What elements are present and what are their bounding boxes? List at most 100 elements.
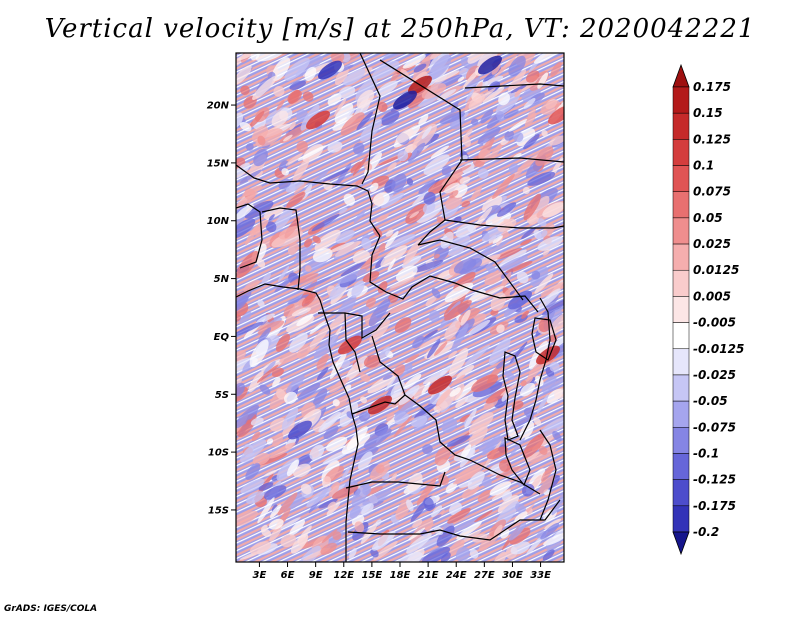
field-blob	[376, 80, 398, 97]
field-blob	[509, 290, 516, 296]
border-line	[236, 203, 263, 269]
field-blob	[523, 134, 540, 150]
lon-axis: 3E 6E 9E 12E 15E 18E 21E 24E 27E 30E 33E	[253, 562, 551, 581]
field-blob	[390, 473, 398, 484]
field-blob	[289, 80, 306, 90]
field-blob	[318, 411, 341, 433]
field-blob	[257, 320, 285, 335]
field-blob	[286, 459, 299, 477]
field-blob	[460, 529, 482, 544]
field-blob	[370, 461, 390, 481]
field-blob	[407, 472, 423, 492]
field-blob	[240, 85, 250, 96]
field-blob	[236, 65, 252, 86]
field-blob	[258, 482, 274, 491]
field-blob	[538, 445, 548, 455]
field-blob	[461, 485, 480, 499]
colorbar-label: -0.2	[693, 525, 719, 539]
field-blob	[394, 398, 417, 421]
field-blob	[541, 463, 555, 482]
field-blob	[542, 549, 555, 561]
field-blob	[497, 495, 519, 514]
field-blob	[423, 497, 434, 510]
field-blob	[434, 446, 451, 466]
field-blob	[357, 306, 370, 314]
field-blob	[358, 451, 373, 471]
field-blob	[519, 420, 535, 440]
field-blob	[296, 454, 313, 468]
field-core	[536, 345, 560, 365]
field-blob	[533, 417, 542, 426]
field-blob	[450, 234, 471, 251]
field-blob	[536, 217, 547, 227]
field-blob	[394, 413, 410, 425]
lon-tick-label: 27E	[474, 570, 495, 581]
field-blob	[549, 135, 564, 146]
field-blob	[323, 425, 339, 440]
field-blob	[382, 374, 393, 381]
field-blob	[498, 92, 510, 106]
field-blob	[425, 295, 437, 307]
field-blob	[403, 373, 422, 390]
field-blob	[332, 531, 342, 541]
lon-tick-label: 9E	[309, 570, 323, 581]
field-blob	[337, 268, 367, 284]
field-blob	[498, 249, 527, 268]
field-blob	[516, 128, 536, 147]
field-blob	[269, 524, 283, 542]
field-blob	[274, 276, 294, 293]
field-blob	[395, 265, 418, 282]
field-blob	[501, 391, 509, 402]
field-blob	[467, 53, 487, 64]
field-blob	[434, 341, 448, 356]
field-blob	[236, 314, 241, 322]
field-blob	[250, 53, 261, 61]
credit-text: GrADS: IGES/COLA	[4, 604, 98, 614]
field-blob	[441, 165, 452, 176]
field-blob	[504, 130, 515, 141]
lon-tick-label: 15E	[362, 570, 383, 581]
field-blob	[453, 258, 477, 274]
colorbar-label: -0.125	[693, 473, 736, 487]
field-blob	[288, 89, 300, 105]
field-blob	[276, 388, 286, 400]
field-blob	[287, 294, 310, 305]
field-blob	[536, 230, 548, 240]
field-blob	[380, 245, 408, 268]
border-line	[464, 83, 564, 89]
lon-tick-label: 24E	[446, 570, 467, 581]
field-blob	[551, 488, 564, 516]
field-blob	[540, 100, 561, 115]
field-blob	[263, 205, 285, 220]
colorbar-swatch	[672, 269, 690, 297]
field-blob	[418, 113, 429, 126]
field-blob	[541, 129, 548, 137]
field-blob	[544, 518, 562, 530]
field-blob	[263, 469, 278, 477]
field-blob	[448, 539, 465, 557]
field-blob	[432, 514, 442, 520]
field-blob	[322, 168, 350, 182]
field-blob	[236, 162, 250, 179]
field-blob	[494, 55, 517, 78]
field-blob	[257, 135, 266, 146]
field-blob	[428, 54, 452, 80]
field-blob	[534, 273, 554, 294]
field-blob	[480, 109, 494, 124]
field-blob	[373, 541, 398, 561]
field-blob	[353, 209, 366, 223]
field-blob	[455, 223, 475, 238]
field-blob	[304, 66, 317, 81]
field-blob	[236, 191, 259, 210]
field-blob	[451, 164, 472, 175]
field-blob	[257, 497, 275, 524]
field-blob	[384, 230, 399, 249]
field-blob	[389, 276, 415, 289]
field-blob	[398, 385, 420, 406]
field-blob	[239, 169, 262, 184]
field-blob	[372, 60, 400, 80]
field-blob	[454, 462, 486, 480]
field-blob	[477, 168, 489, 179]
field-blob	[390, 370, 409, 384]
coastline	[236, 283, 359, 562]
